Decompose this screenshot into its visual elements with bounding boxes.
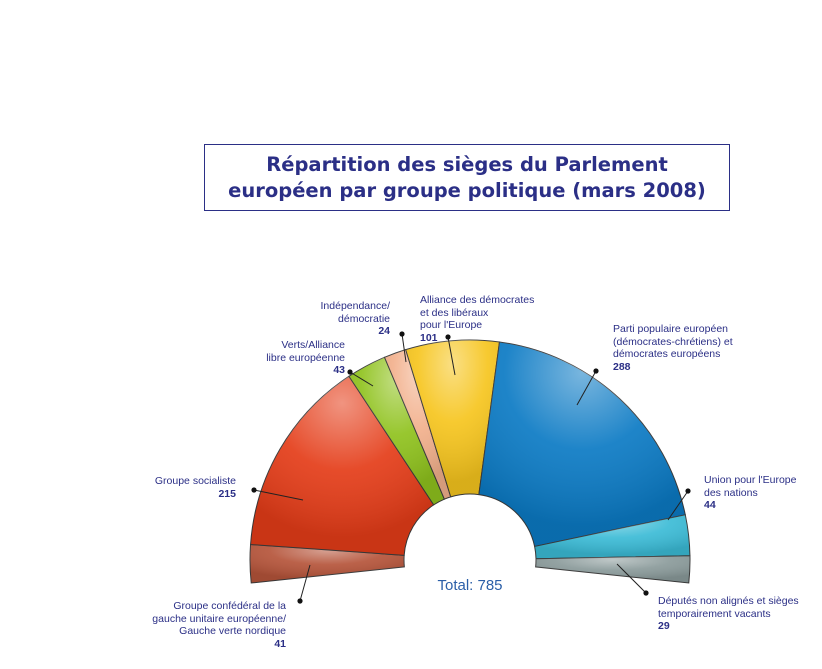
slice-gloss-2 bbox=[348, 357, 445, 505]
chart-title-line-1: Répartition des sièges du Parlement bbox=[266, 152, 668, 176]
slice-gloss-6 bbox=[534, 514, 690, 559]
leader-dot-3 bbox=[399, 331, 405, 337]
leader-dot-6 bbox=[685, 488, 691, 494]
slice-name-0: Groupe confédéral de la gauche unitaire … bbox=[152, 600, 286, 637]
slice-name-6: Union pour l'Europe des nations bbox=[704, 474, 797, 499]
leader-line-0 bbox=[299, 564, 311, 602]
leader-dot-1 bbox=[251, 487, 257, 493]
total-label: Total: 785 bbox=[437, 577, 503, 594]
slice-name-2: Verts/Alliance libre européenne bbox=[266, 339, 345, 364]
slice-name-3: Indépendance/ démocratie bbox=[320, 300, 390, 325]
leader-line-6 bbox=[667, 490, 689, 521]
slice-value-6: 44 bbox=[704, 499, 716, 511]
slice-label-1: Groupe socialiste 215 bbox=[60, 475, 236, 500]
slice-label-3: Indépendance/ démocratie 24 bbox=[250, 300, 390, 338]
leader-dot-0 bbox=[297, 598, 303, 604]
leader-line-3 bbox=[401, 333, 407, 363]
slice-name-5: Parti populaire européen (démocrates-chr… bbox=[613, 323, 733, 360]
slice-value-1: 215 bbox=[218, 487, 236, 500]
slice-gloss-4 bbox=[405, 340, 500, 497]
slice-name-7: Députés non alignés et sièges temporaire… bbox=[658, 595, 799, 620]
slice-value-5: 288 bbox=[613, 360, 631, 373]
slice-gloss-7 bbox=[535, 555, 690, 583]
leader-dot-5 bbox=[593, 368, 599, 374]
chart-title-line-2: européen par groupe politique (mars 2008… bbox=[228, 178, 706, 202]
slice-gloss-3 bbox=[384, 349, 451, 500]
slice-gloss-1 bbox=[250, 376, 434, 556]
slice-value-2: 43 bbox=[333, 364, 345, 376]
slice-label-6: Union pour l'Europe des nations 44 bbox=[704, 474, 814, 512]
leader-line-5 bbox=[576, 370, 597, 406]
slice-value-0: 41 bbox=[274, 637, 286, 650]
slice-label-0: Groupe confédéral de la gauche unitaire … bbox=[60, 600, 286, 650]
slice-gloss-0 bbox=[250, 544, 405, 583]
leader-dot-4 bbox=[445, 334, 451, 340]
slice-label-2: Verts/Alliance libre européenne 43 bbox=[200, 339, 345, 377]
slice-label-5: Parti populaire européen (démocrates-chr… bbox=[613, 323, 783, 373]
chart-title: Répartition des sièges du Parlement euro… bbox=[204, 144, 730, 211]
leader-dot-7 bbox=[643, 590, 649, 596]
slice-name-4: Alliance des démocrates et des libéraux … bbox=[420, 294, 535, 331]
slice-value-3: 24 bbox=[378, 325, 390, 337]
slice-value-7: 29 bbox=[658, 620, 670, 632]
slice-label-7: Députés non alignés et sièges temporaire… bbox=[658, 595, 818, 633]
slice-name-1: Groupe socialiste bbox=[154, 475, 236, 487]
leader-line-2 bbox=[349, 371, 374, 387]
slice-gloss-5 bbox=[478, 341, 686, 547]
slice-label-4: Alliance des démocrates et des libéraux … bbox=[420, 294, 570, 344]
slice-value-4: 101 bbox=[420, 331, 438, 344]
leader-line-1 bbox=[253, 489, 304, 501]
leader-dot-2 bbox=[347, 369, 353, 375]
leader-line-7 bbox=[616, 563, 647, 594]
leader-line-4 bbox=[447, 336, 456, 376]
